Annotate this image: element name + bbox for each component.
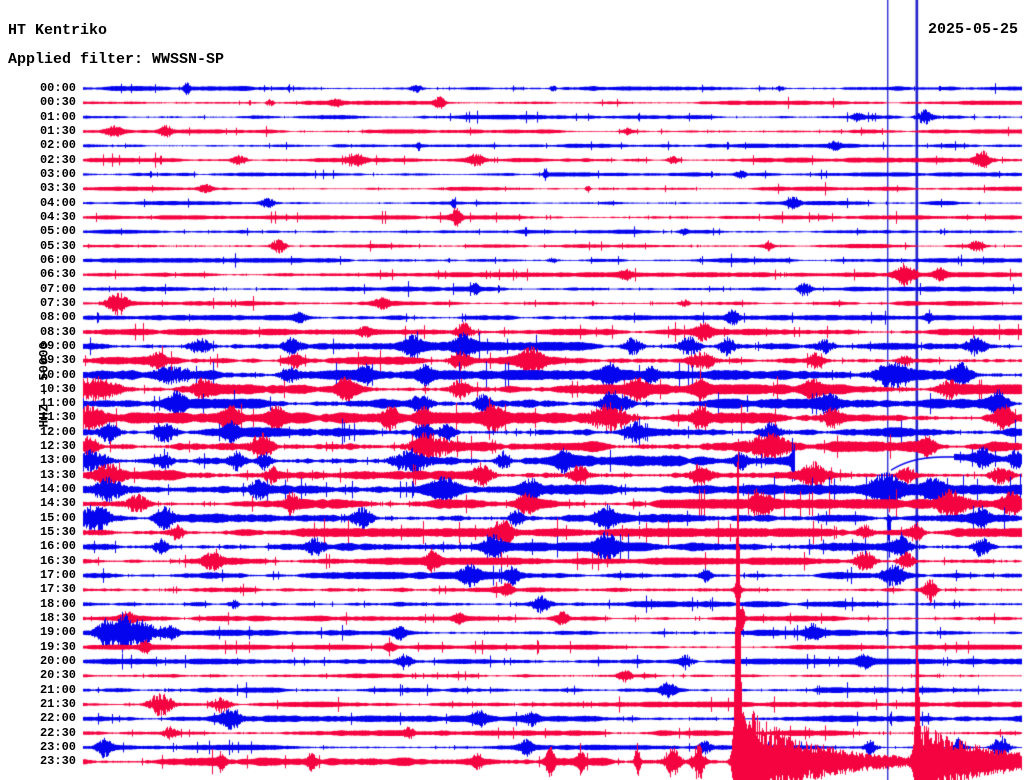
time-label-2030: 20:30	[39, 668, 76, 683]
time-label-1130: 11:30	[39, 410, 76, 425]
time-label-2230: 22:30	[39, 725, 76, 740]
time-label-1900: 19:00	[39, 625, 76, 640]
time-label-0900: 09:00	[39, 338, 76, 353]
time-label-0830: 08:30	[39, 324, 76, 339]
time-label-1730: 17:30	[39, 582, 76, 597]
time-label-1100: 11:00	[39, 396, 76, 411]
time-label-0030: 00:30	[39, 95, 76, 110]
time-label-1230: 12:30	[39, 439, 76, 454]
filter-label: Applied filter: WWSSN-SP	[8, 51, 225, 68]
time-label-1830: 18:30	[39, 611, 76, 626]
time-label-2200: 22:00	[39, 711, 76, 726]
time-label-1030: 10:30	[39, 381, 76, 396]
time-label-0330: 03:30	[39, 181, 76, 196]
time-label-2000: 20:00	[39, 654, 76, 668]
time-label-0730: 07:30	[39, 295, 76, 310]
time-label-2100: 21:00	[39, 682, 76, 697]
time-label-0100: 01:00	[39, 109, 76, 124]
time-label-0400: 04:00	[39, 195, 76, 210]
time-label-1600: 16:00	[39, 539, 76, 554]
time-label-1200: 12:00	[39, 424, 76, 439]
time-label-0230: 02:30	[39, 152, 76, 167]
time-label-1300: 13:00	[39, 453, 76, 468]
time-label-0430: 04:30	[39, 209, 76, 224]
time-label-0630: 06:30	[39, 267, 76, 282]
time-label-1500: 15:00	[39, 510, 76, 525]
time-label-1700: 17:00	[39, 568, 76, 583]
time-label-1630: 16:30	[39, 553, 76, 568]
time-label-1800: 18:00	[39, 596, 76, 611]
time-label-1400: 14:00	[39, 482, 76, 497]
time-label-0500: 05:00	[39, 224, 76, 239]
time-label-0200: 02:00	[39, 138, 76, 153]
time-label-2300: 23:00	[39, 739, 76, 754]
time-label-0700: 07:00	[39, 281, 76, 296]
time-label-2330: 23:30	[39, 754, 76, 769]
station-title: HT Kentriko	[8, 22, 108, 39]
time-label-0300: 03:00	[39, 166, 76, 181]
date-label: 2025-05-25	[927, 21, 1018, 38]
time-label-0600: 06:00	[39, 252, 76, 267]
time-label-1430: 14:30	[39, 496, 76, 511]
time-label-0130: 01:30	[39, 123, 76, 138]
time-label-1330: 13:30	[39, 467, 76, 482]
time-label-0530: 05:30	[39, 238, 76, 253]
time-label-1930: 19:30	[39, 639, 76, 654]
time-label-0000: 00:00	[39, 81, 76, 95]
time-label-1530: 15:30	[39, 525, 76, 540]
time-label-0930: 09:30	[39, 353, 76, 368]
time-label-0800: 08:00	[39, 310, 76, 325]
time-label-2130: 21:30	[39, 696, 76, 711]
time-label-1000: 10:00	[39, 367, 76, 382]
